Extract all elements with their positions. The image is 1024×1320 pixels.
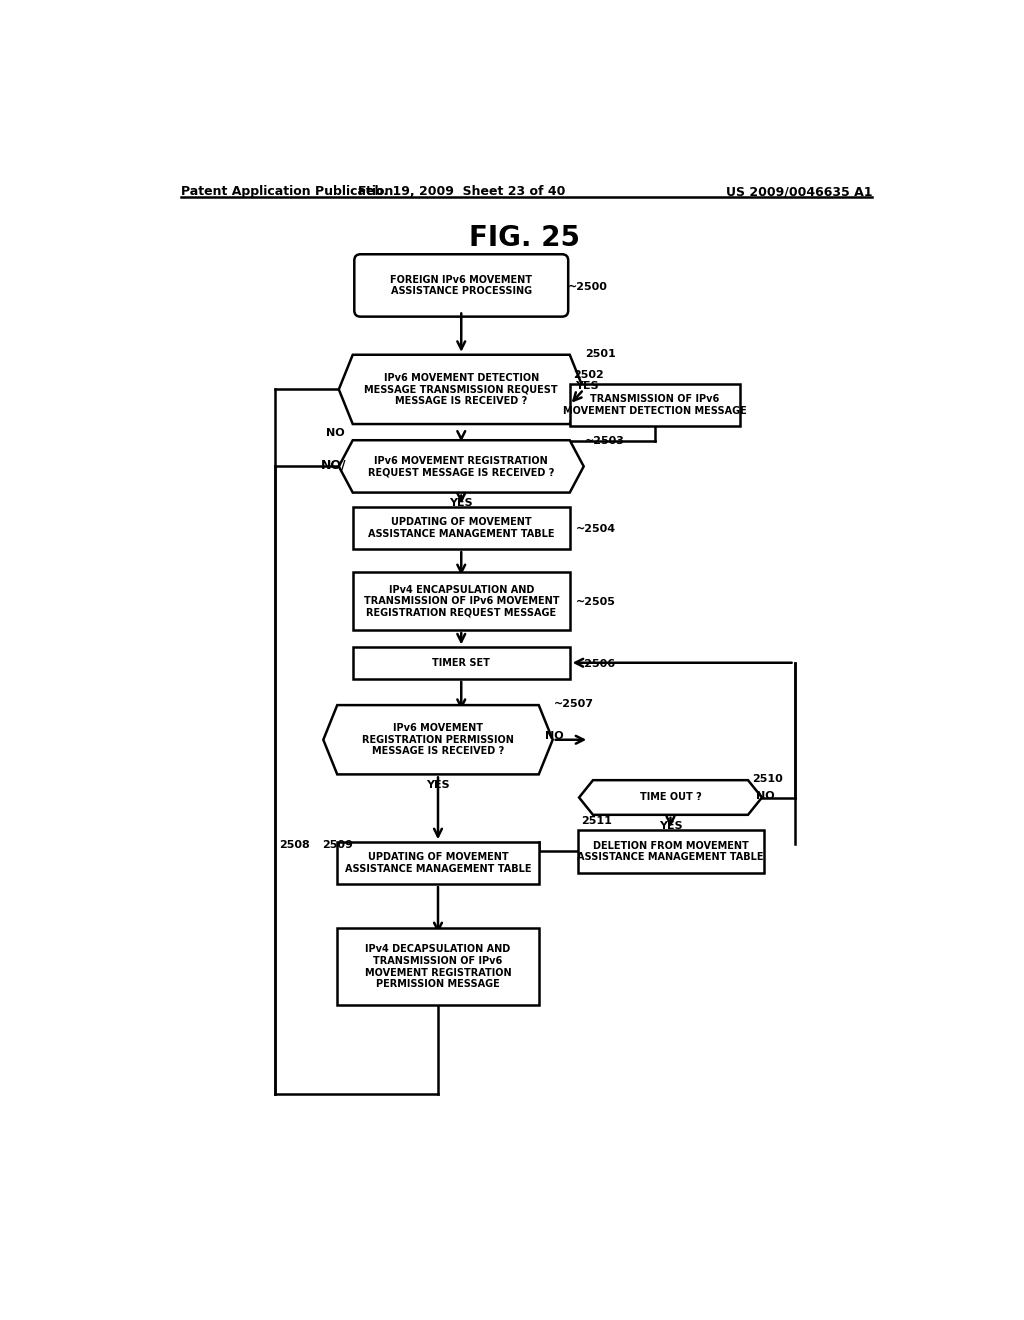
Text: UPDATING OF MOVEMENT
ASSISTANCE MANAGEMENT TABLE: UPDATING OF MOVEMENT ASSISTANCE MANAGEME… [345, 853, 531, 874]
Polygon shape [339, 355, 584, 424]
Text: IPv6 MOVEMENT
REGISTRATION PERMISSION
MESSAGE IS RECEIVED ?: IPv6 MOVEMENT REGISTRATION PERMISSION ME… [362, 723, 514, 756]
Bar [569, 384, 740, 426]
Text: FOREIGN IPv6 MOVEMENT
ASSISTANCE PROCESSING: FOREIGN IPv6 MOVEMENT ASSISTANCE PROCESS… [390, 275, 532, 296]
Polygon shape [324, 705, 553, 775]
Text: IPv4 DECAPSULATION AND
TRANSMISSION OF IPv6
MOVEMENT REGISTRATION
PERMISSION MES: IPv4 DECAPSULATION AND TRANSMISSION OF I… [365, 945, 511, 989]
Text: 2510: 2510 [752, 774, 782, 784]
Text: YES: YES [450, 499, 473, 508]
Text: 2509: 2509 [322, 840, 352, 850]
Bar [337, 842, 539, 884]
Text: 2511: 2511 [582, 816, 612, 826]
Text: DELETION FROM MOVEMENT
ASSISTANCE MANAGEMENT TABLE: DELETION FROM MOVEMENT ASSISTANCE MANAGE… [578, 841, 764, 862]
Text: IPv6 MOVEMENT DETECTION
MESSAGE TRANSMISSION REQUEST
MESSAGE IS RECEIVED ?: IPv6 MOVEMENT DETECTION MESSAGE TRANSMIS… [365, 372, 558, 407]
Text: Feb. 19, 2009  Sheet 23 of 40: Feb. 19, 2009 Sheet 23 of 40 [357, 185, 565, 198]
Text: FIG. 25: FIG. 25 [469, 224, 581, 252]
Text: TIME OUT ?: TIME OUT ? [640, 792, 701, 803]
Polygon shape [339, 441, 584, 492]
FancyBboxPatch shape [354, 255, 568, 317]
Text: NO/: NO/ [322, 458, 347, 471]
Text: ~2504: ~2504 [575, 524, 616, 535]
Polygon shape [579, 780, 762, 814]
Text: Patent Application Publication: Patent Application Publication [180, 185, 393, 198]
Text: 2501: 2501 [586, 348, 616, 359]
Text: 2508: 2508 [280, 840, 310, 850]
Text: ~2503: ~2503 [586, 437, 625, 446]
Bar [352, 647, 569, 678]
Text: TRANSMISSION OF IPv6
MOVEMENT DETECTION MESSAGE: TRANSMISSION OF IPv6 MOVEMENT DETECTION … [563, 393, 746, 416]
Text: IPv6 MOVEMENT REGISTRATION
REQUEST MESSAGE IS RECEIVED ?: IPv6 MOVEMENT REGISTRATION REQUEST MESSA… [368, 455, 554, 478]
Text: ~2505: ~2505 [575, 598, 615, 607]
Text: NO: NO [545, 731, 563, 741]
Text: IPv4 ENCAPSULATION AND
TRANSMISSION OF IPv6 MOVEMENT
REGISTRATION REQUEST MESSAG: IPv4 ENCAPSULATION AND TRANSMISSION OF I… [364, 585, 559, 618]
Text: US 2009/0046635 A1: US 2009/0046635 A1 [725, 185, 872, 198]
Text: NO: NO [756, 791, 774, 801]
Text: ~2500: ~2500 [568, 281, 608, 292]
Text: 2502: 2502 [573, 370, 604, 380]
Bar [578, 830, 764, 873]
Text: ~2507: ~2507 [554, 700, 594, 709]
Text: NO: NO [327, 428, 345, 438]
Text: TIMER SET: TIMER SET [432, 657, 490, 668]
Text: YES: YES [658, 821, 682, 830]
Bar [352, 507, 569, 549]
Bar [352, 573, 569, 630]
Text: YES: YES [426, 780, 450, 791]
Text: UPDATING OF MOVEMENT
ASSISTANCE MANAGEMENT TABLE: UPDATING OF MOVEMENT ASSISTANCE MANAGEME… [368, 517, 555, 539]
Text: YES: YES [575, 380, 599, 391]
Bar [337, 928, 539, 1006]
Text: ~2506: ~2506 [575, 659, 616, 669]
